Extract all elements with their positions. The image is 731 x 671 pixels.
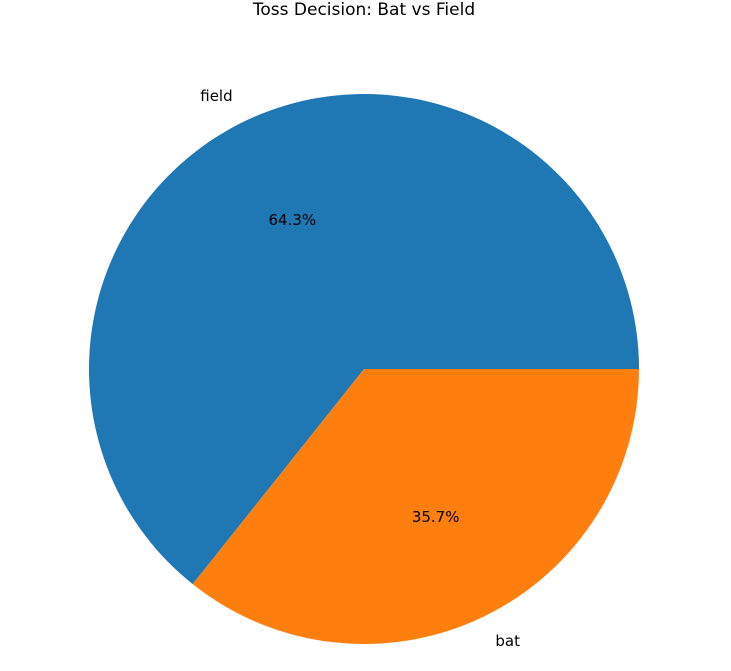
pie-slice-field bbox=[89, 94, 639, 585]
slice-label-bat: bat bbox=[495, 632, 520, 650]
pie-slice-bat bbox=[192, 369, 640, 645]
pie-slices bbox=[89, 94, 640, 645]
slice-percent-field: 64.3% bbox=[269, 211, 317, 229]
slice-label-field: field bbox=[200, 87, 232, 105]
pie-labels: field 64.3% bat 35.7% bbox=[200, 87, 520, 650]
chart-title: Toss Decision: Bat vs Field bbox=[252, 0, 475, 20]
slice-percent-bat: 35.7% bbox=[412, 508, 460, 526]
